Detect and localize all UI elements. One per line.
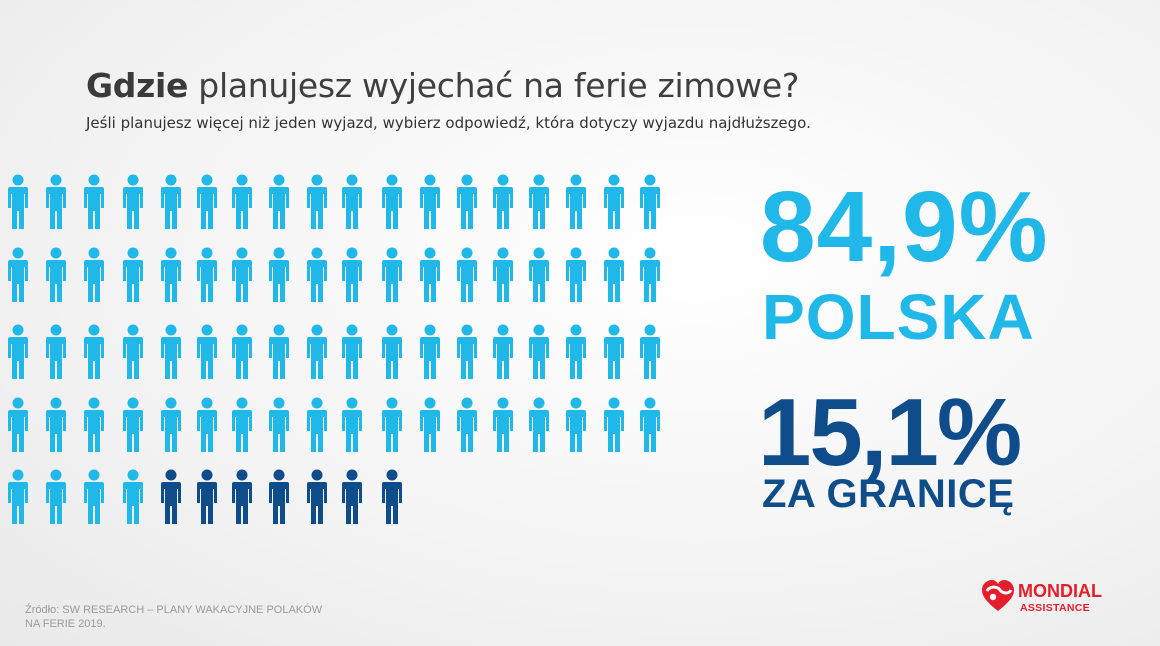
person-icon-polska: [640, 324, 660, 379]
person-icon-abroad: [307, 469, 327, 524]
person-icon-polska: [529, 324, 549, 379]
person-icon-polska: [84, 324, 104, 379]
person-icon-polska: [307, 397, 327, 452]
person-icon-polska: [307, 174, 327, 229]
person-icon-polska: [307, 324, 327, 379]
polska-label: POLSKA: [762, 281, 1035, 353]
person-icon-polska: [604, 247, 624, 302]
person-icon-polska: [493, 397, 513, 452]
person-icon-polska: [161, 174, 181, 229]
person-icon-polska: [420, 397, 440, 452]
mondial-heart-logo-icon: [982, 580, 1014, 611]
person-icon-polska: [197, 324, 217, 379]
person-icon-polska: [123, 397, 143, 452]
person-icon-polska: [123, 247, 143, 302]
person-icon-polska: [604, 324, 624, 379]
person-icon-abroad: [382, 469, 402, 524]
person-icon-polska: [307, 247, 327, 302]
person-icon-polska: [8, 174, 28, 229]
person-icon-polska: [566, 174, 586, 229]
person-icon-polska: [342, 324, 362, 379]
person-icon-abroad: [342, 469, 362, 524]
person-icon-polska: [420, 247, 440, 302]
person-icon-polska: [269, 324, 289, 379]
person-icon-polska: [232, 324, 252, 379]
person-icon-polska: [529, 397, 549, 452]
person-icon-polska: [457, 174, 477, 229]
logo-name: MONDIAL: [1018, 581, 1102, 601]
person-icon-polska: [46, 469, 66, 524]
person-icon-polska: [420, 324, 440, 379]
title-bold: Gdzie: [86, 66, 189, 105]
person-icon-polska: [8, 247, 28, 302]
person-icon-polska: [197, 247, 217, 302]
abroad-percent: 15,1%: [758, 379, 1022, 486]
person-icon-polska: [84, 397, 104, 452]
person-icon-polska: [457, 324, 477, 379]
person-icon-polska: [232, 174, 252, 229]
person-icon-polska: [493, 174, 513, 229]
logo-sub: ASSISTANCE: [1020, 602, 1090, 614]
person-icon-polska: [46, 174, 66, 229]
person-icon-polska: [161, 324, 181, 379]
person-icon-polska: [382, 397, 402, 452]
person-icon-polska: [269, 174, 289, 229]
person-icon-polska: [46, 324, 66, 379]
pictogram-chart: [8, 174, 660, 524]
person-icon-abroad: [197, 469, 217, 524]
person-icon-polska: [493, 324, 513, 379]
person-icon-polska: [640, 247, 660, 302]
source-note: Źródło: SW RESEARCH – PLANY WAKACYJNE PO…: [25, 604, 323, 630]
person-icon-polska: [269, 247, 289, 302]
person-icon-polska: [342, 397, 362, 452]
person-icon-polska: [197, 397, 217, 452]
person-icon-polska: [382, 324, 402, 379]
person-icon-polska: [269, 397, 289, 452]
abroad-label: ZA GRANICĘ: [762, 472, 1015, 516]
person-icon-polska: [342, 247, 362, 302]
person-icon-polska: [232, 397, 252, 452]
person-icon-polska: [123, 174, 143, 229]
person-icon-polska: [640, 174, 660, 229]
person-icon-polska: [566, 324, 586, 379]
person-icon-polska: [123, 324, 143, 379]
person-icon-polska: [382, 247, 402, 302]
person-icon-polska: [457, 247, 477, 302]
person-icon-abroad: [232, 469, 252, 524]
person-icon-polska: [8, 324, 28, 379]
person-icon-polska: [529, 174, 549, 229]
person-icon-polska: [123, 469, 143, 524]
person-icon-polska: [84, 247, 104, 302]
person-icon-abroad: [269, 469, 289, 524]
person-icon-polska: [46, 247, 66, 302]
person-icon-polska: [604, 397, 624, 452]
person-icon-polska: [640, 397, 660, 452]
polska-percent: 84,9%: [760, 171, 1049, 283]
person-icon-polska: [420, 174, 440, 229]
person-icon-polska: [197, 174, 217, 229]
person-icon-polska: [382, 174, 402, 229]
person-icon-abroad: [161, 469, 181, 524]
person-icon-polska: [604, 174, 624, 229]
person-icon-polska: [493, 247, 513, 302]
person-icon-polska: [342, 174, 362, 229]
page-title: Gdzie planujesz wyjechać na ferie zimowe…: [86, 66, 799, 105]
person-icon-polska: [8, 397, 28, 452]
person-icon-polska: [161, 397, 181, 452]
person-icon-polska: [46, 397, 66, 452]
person-icon-polska: [84, 174, 104, 229]
title-rest: planujesz wyjechać na ferie zimowe?: [188, 66, 800, 105]
person-icon-polska: [529, 247, 549, 302]
person-icon-polska: [84, 469, 104, 524]
mondial-logo: MONDIAL ASSISTANCE: [980, 578, 1130, 618]
person-icon-polska: [566, 397, 586, 452]
person-icon-polska: [457, 397, 477, 452]
person-icon-polska: [161, 247, 181, 302]
person-icon-polska: [566, 247, 586, 302]
page-subtitle: Jeśli planujesz więcej niż jeden wyjazd,…: [86, 114, 811, 132]
person-icon-polska: [232, 247, 252, 302]
person-icon-polska: [8, 469, 28, 524]
